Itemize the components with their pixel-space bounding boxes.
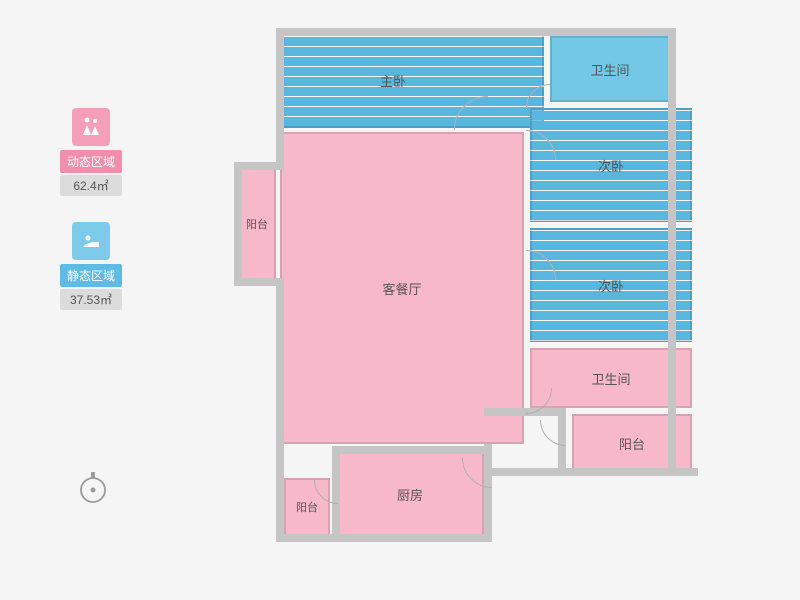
room-balcony-left: 阳台 <box>238 168 276 280</box>
wall-segment <box>276 28 676 36</box>
wall-segment <box>558 408 566 476</box>
wall-segment <box>332 446 340 538</box>
room-label: 次卧 <box>598 276 624 295</box>
room-main-bedroom: 主卧 <box>282 32 544 128</box>
room-label: 主卧 <box>380 71 406 90</box>
room-label: 卫生间 <box>590 60 629 79</box>
wall-segment <box>484 468 566 476</box>
room-label: 阳台 <box>296 499 318 515</box>
wall-segment <box>558 468 698 476</box>
wall-segment <box>484 408 566 416</box>
room-label: 卫生间 <box>591 369 630 388</box>
wall-segment <box>234 162 242 286</box>
compass-icon <box>75 470 111 506</box>
room-label: 阳台 <box>246 216 268 232</box>
legend-dynamic-value: 62.4㎡ <box>60 175 122 196</box>
wall-segment <box>668 28 676 476</box>
room-label: 厨房 <box>397 485 423 504</box>
wall-segment <box>276 28 284 162</box>
room-bathroom-top: 卫生间 <box>550 36 670 102</box>
legend-static: 静态区域 37.53㎡ <box>60 222 122 310</box>
wall-segment <box>276 534 492 542</box>
room-label: 客餐厅 <box>382 279 421 298</box>
legend-dynamic-label: 动态区域 <box>60 150 122 173</box>
room-balcony-bl: 阳台 <box>284 478 330 536</box>
room-kitchen: 厨房 <box>336 452 484 536</box>
legend-dynamic: 动态区域 62.4㎡ <box>60 108 122 196</box>
legend-static-label: 静态区域 <box>60 264 122 287</box>
legend-static-value: 37.53㎡ <box>60 289 122 310</box>
wall-segment <box>484 444 492 542</box>
wall-segment <box>276 278 284 474</box>
room-label: 次卧 <box>598 156 624 175</box>
dynamic-zone-icon <box>72 108 110 146</box>
wall-segment <box>276 466 284 542</box>
static-zone-icon <box>72 222 110 260</box>
room-label: 阳台 <box>619 434 645 453</box>
wall-segment <box>332 446 492 454</box>
floorplan: 主卧卫生间次卧次卧客餐厅阳台卫生间阳台厨房阳台 <box>220 20 700 580</box>
room-living: 客餐厅 <box>280 132 524 444</box>
legend: 动态区域 62.4㎡ 静态区域 37.53㎡ <box>60 108 122 336</box>
